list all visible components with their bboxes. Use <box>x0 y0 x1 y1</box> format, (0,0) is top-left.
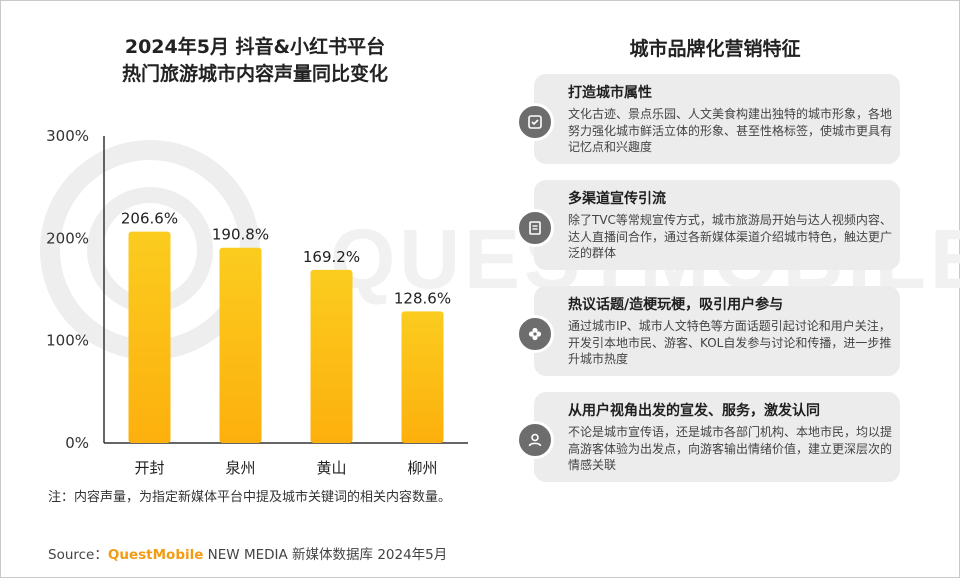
card-description: 文化古迹、景点乐园、人文美食构建出独特的城市形象，各地努力强化城市鲜活立体的形象… <box>568 107 893 154</box>
card-title: 从用户视角出发的宣发、服务，激发认同 <box>568 403 820 419</box>
bar-3 <box>310 269 353 443</box>
card-description: 不论是城市宣传语，还是城市各部门机构、本地市民，均以提高游客体验为出发点，向游客… <box>568 425 893 472</box>
footnote: 注：内容声量，为指定新媒体平台中提及城市关键词的相关内容数量。 <box>48 490 452 505</box>
source-line: Source：QuestMobile NEW MEDIA 新媒体数据库 2024… <box>48 543 447 563</box>
bar-value-label: 128.6% <box>394 289 451 307</box>
bar-value-label: 190.8% <box>212 226 269 244</box>
source-suffix: NEW MEDIA 新媒体数据库 2024年5月 <box>203 547 448 563</box>
chart-title-line-2: 热门旅游城市内容声量同比变化 <box>121 63 388 85</box>
bar-value-label: 206.6% <box>121 210 178 228</box>
card-city-attribute: 打造城市属性 文化古迹、景点乐园、人文美食构建出独特的城市形象，各地努力强化城市… <box>516 74 900 164</box>
bar-value-label: 169.2% <box>303 248 360 266</box>
card-title: 热议话题/造梗玩梗，吸引用户参与 <box>568 297 784 313</box>
card-multichannel: 多渠道宣传引流 除了TVC等常规宣传方式，城市旅游局开始与达人视频内容、达人直播… <box>516 180 900 270</box>
y-tick-label: 100% <box>46 332 89 350</box>
chart-title: 2024年5月 抖音&小红书平台 热门旅游城市内容声量同比变化 <box>70 34 440 88</box>
chart-title-line-1: 2024年5月 抖音&小红书平台 <box>124 36 386 58</box>
checklist-icon <box>516 103 554 141</box>
card-description: 除了TVC等常规宣传方式，城市旅游局开始与达人视频内容、达人直播间合作，通过各新… <box>568 213 893 260</box>
bar-4 <box>401 311 444 443</box>
card-hot-topics: 热议话题/造梗玩梗，吸引用户参与 通过城市IP、城市人文特色等方面话题引起讨论和… <box>516 286 900 376</box>
card-user-perspective: 从用户视角出发的宣发、服务，激发认同 不论是城市宣传语，还是城市各部门机构、本地… <box>516 392 900 482</box>
bar-chart: 0% 100% 200% 300% 206.6% 开封 190.8% 泉州 169.2% 黄山 1… <box>46 127 468 477</box>
card-title: 多渠道宣传引流 <box>568 191 666 207</box>
card-description: 通过城市IP、城市人文特色等方面话题引起讨论和用户关注，开发引本地市民、游客、K… <box>568 319 892 366</box>
x-tick-label: 开封 <box>134 459 164 477</box>
panel-title: 城市品牌化营销特征 <box>629 38 801 60</box>
source-brand: QuestMobile <box>107 547 204 563</box>
user-icon <box>516 421 554 459</box>
bar-2 <box>219 247 262 443</box>
x-tick-label: 泉州 <box>225 459 255 477</box>
source-prefix: Source： <box>48 547 108 563</box>
bar-1 <box>128 231 171 443</box>
y-tick-label: 200% <box>46 229 89 247</box>
y-tick-label: 300% <box>46 127 89 145</box>
y-tick-label: 0% <box>65 434 89 452</box>
x-tick-label: 柳州 <box>407 459 437 477</box>
x-tick-label: 黄山 <box>316 459 346 477</box>
flower-icon <box>516 315 554 353</box>
document-icon <box>516 209 554 247</box>
card-title: 打造城市属性 <box>568 85 652 101</box>
